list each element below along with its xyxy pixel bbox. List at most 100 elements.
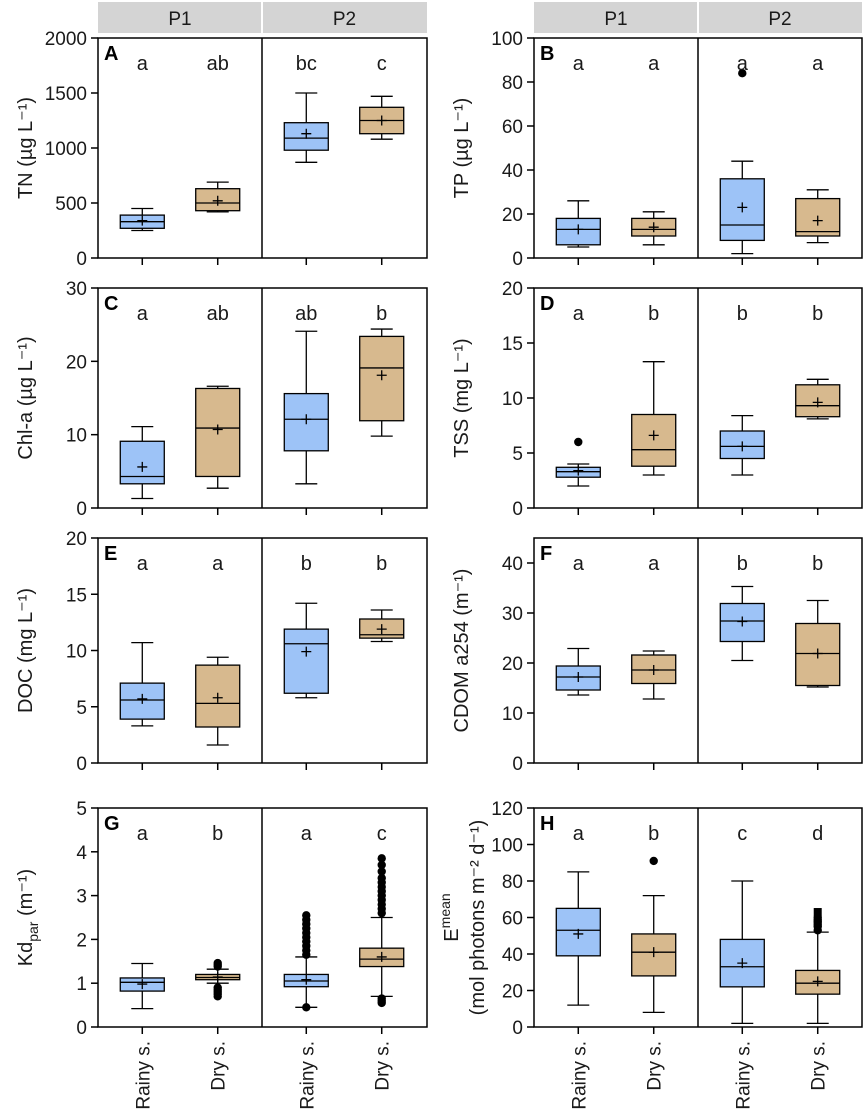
- mean-marker: [137, 693, 148, 704]
- x-category-label: Dry s.: [209, 1041, 230, 1091]
- significance-letter: a: [573, 53, 585, 75]
- mean-marker: [573, 224, 584, 235]
- significance-letter: a: [137, 303, 149, 325]
- y-tick-label: 30: [66, 279, 87, 300]
- outlier-point: [377, 994, 386, 1003]
- box-group: a: [719, 53, 765, 255]
- box-group: d: [795, 823, 841, 1024]
- mean-marker: [648, 222, 659, 233]
- box-group: a: [119, 553, 165, 727]
- significance-letter: a: [573, 303, 585, 325]
- significance-letter: b: [648, 303, 659, 325]
- panel-letter: D: [540, 293, 554, 315]
- y-axis-label-tail: (m⁻¹): [15, 869, 37, 922]
- box-group: a: [631, 53, 677, 246]
- period-header-label: P2: [768, 9, 791, 30]
- y-axis-label-main: E: [441, 928, 463, 941]
- y-tick-label: 60: [502, 117, 523, 138]
- period-header-label: P1: [168, 9, 191, 30]
- significance-letter: a: [137, 53, 149, 75]
- mean-marker: [137, 979, 148, 990]
- box-group: a: [555, 53, 601, 248]
- y-tick-label: 40: [502, 945, 523, 966]
- mean-marker: [212, 424, 223, 435]
- y-tick-label: 1000: [45, 139, 87, 160]
- x-category-label: Rainy s.: [733, 1041, 754, 1110]
- y-tick-label: 0: [76, 249, 87, 270]
- box-group: b: [359, 303, 405, 437]
- box-group: c: [359, 823, 405, 1008]
- significance-letter: b: [212, 823, 223, 845]
- significance-letter: a: [301, 823, 313, 845]
- box-group: a: [119, 303, 165, 500]
- mean-marker: [573, 672, 584, 682]
- y-tick-label: 10: [66, 426, 87, 447]
- y-tick-label: 80: [502, 872, 523, 893]
- panel-letter: G: [104, 813, 120, 835]
- outlier-point: [302, 911, 311, 920]
- mean-marker: [301, 646, 312, 657]
- y-tick-label: 40: [502, 554, 523, 575]
- mean-marker: [737, 616, 748, 627]
- y-tick-label: 500: [55, 194, 87, 215]
- y-tick-label: 20: [66, 529, 87, 550]
- box-group: b: [719, 553, 765, 662]
- box-group: b: [195, 823, 241, 1001]
- period-header-tab: [534, 2, 698, 33]
- panel-b: 0 20 40 60 80 100 TP (µg L⁻¹) B a a a a: [451, 29, 863, 270]
- outlier-point: [377, 867, 386, 876]
- y-tick-label: 1: [76, 974, 87, 995]
- mean-marker: [376, 370, 387, 381]
- significance-letter: d: [812, 823, 823, 845]
- y-tick-label: 20: [502, 279, 523, 300]
- mean-marker: [812, 397, 823, 408]
- y-tick-label: 15: [502, 334, 523, 355]
- y-tick-label: 5: [512, 444, 523, 465]
- outlier-point: [377, 860, 386, 870]
- y-tick-label: 0: [512, 1018, 523, 1039]
- box-group: ab: [195, 303, 241, 489]
- significance-letter: a: [137, 553, 149, 575]
- y-axis-label: DOC (mg L⁻¹): [15, 588, 37, 713]
- y-tick-label: 20: [502, 654, 523, 675]
- box-group: b: [631, 823, 677, 1014]
- y-axis-label: TP (µg L⁻¹): [451, 98, 473, 199]
- y-tick-label: 60: [502, 909, 523, 930]
- significance-letter: c: [377, 823, 387, 845]
- y-tick-label: 2: [76, 930, 87, 951]
- y-tick-label: 20: [502, 982, 523, 1003]
- box-group: b: [283, 553, 329, 699]
- significance-letter: a: [812, 53, 824, 75]
- box-group: b: [359, 553, 405, 643]
- y-tick-label: 120: [491, 799, 523, 820]
- y-tick-label: 40: [502, 161, 523, 182]
- significance-letter: b: [812, 553, 823, 575]
- box-group: c: [719, 823, 765, 1024]
- mean-marker: [212, 692, 223, 703]
- box-group: c: [359, 53, 405, 140]
- mean-marker: [137, 215, 148, 226]
- mean-marker: [648, 430, 659, 441]
- significance-letter: a: [648, 53, 660, 75]
- panel-g: 0 1 2 3 4 5 Kdpar (m⁻¹) G a b a c Rainy s. Dry s. Rain…: [15, 799, 428, 1110]
- mean-marker: [812, 976, 823, 987]
- mean-marker: [137, 461, 148, 472]
- y-tick-label: 15: [66, 585, 87, 606]
- period-header-label: P1: [604, 9, 627, 30]
- mean-marker: [212, 195, 223, 206]
- y-axis-label: TN (µg L⁻¹): [15, 97, 37, 199]
- significance-letter: ab: [295, 303, 317, 325]
- mean-marker: [301, 974, 312, 985]
- panel-letter: E: [104, 543, 117, 565]
- y-tick-label: 80: [502, 73, 523, 94]
- outlier-point: [377, 873, 386, 883]
- significance-letter: b: [812, 303, 823, 325]
- y-tick-label: 10: [66, 642, 87, 663]
- significance-letter: b: [648, 823, 659, 845]
- panel-letter: H: [540, 813, 554, 835]
- box-group: a: [795, 53, 841, 244]
- panel-letter: A: [104, 43, 118, 65]
- y-tick-label: 20: [502, 205, 523, 226]
- outlier-point: [574, 437, 583, 447]
